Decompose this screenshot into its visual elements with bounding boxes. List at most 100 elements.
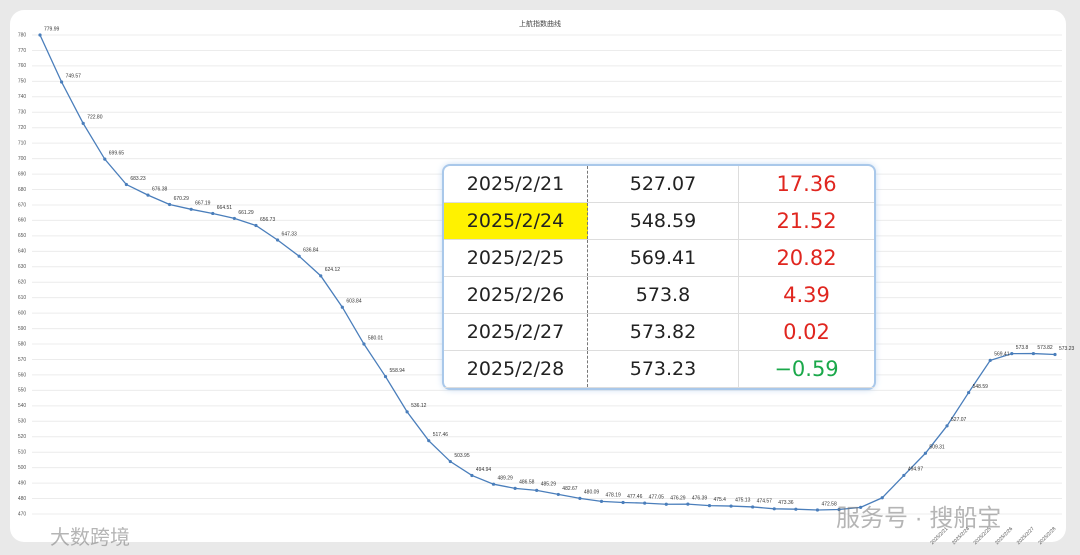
data-point — [988, 358, 992, 362]
watermark: 服务号 · 搜船宝 — [836, 505, 1002, 532]
data-label: 474.57 — [757, 498, 773, 504]
data-point — [751, 505, 755, 509]
data-label: 683.23 — [130, 176, 146, 182]
data-point — [491, 482, 496, 486]
data-label: 527.07 — [951, 417, 967, 423]
data-point — [405, 410, 409, 414]
table-cell: 569.41 — [587, 239, 739, 277]
watermark: 大数跨境 — [50, 527, 130, 549]
table-cell: 573.8 — [587, 276, 739, 314]
data-point — [729, 504, 733, 508]
y-tick-label: 600 — [18, 310, 27, 316]
data-point — [146, 193, 150, 197]
data-point — [535, 488, 539, 492]
data-label: 580.01 — [368, 335, 384, 341]
table-cell: 20.82 — [738, 239, 874, 277]
data-label: 722.80 — [87, 115, 103, 121]
data-point — [643, 501, 647, 505]
data-point — [1010, 352, 1014, 356]
table-row: 2025/2/21 527.07 17.36 — [444, 166, 874, 203]
y-tick-label: 490 — [18, 480, 27, 486]
chart-title: 上航指数曲线 — [519, 19, 561, 28]
data-label: 558.94 — [390, 368, 406, 374]
y-tick-label: 730 — [18, 110, 27, 116]
data-label: 486.58 — [519, 480, 535, 486]
data-point — [470, 473, 474, 478]
y-tick-label: 660 — [18, 218, 27, 224]
table-cell: 2025/2/28 — [444, 350, 588, 388]
y-tick-label: 640 — [18, 249, 27, 255]
data-point — [254, 223, 258, 228]
y-tick-label: 570 — [18, 357, 27, 363]
data-label: 480.09 — [584, 490, 600, 496]
data-point — [902, 473, 906, 478]
data-label: 482.67 — [562, 486, 578, 492]
data-point — [1053, 352, 1057, 357]
data-point — [837, 507, 841, 512]
data-point — [297, 254, 301, 258]
series-line — [39, 34, 1056, 511]
table-cell: 527.07 — [587, 166, 739, 203]
data-label: 473.36 — [778, 500, 794, 506]
table-row: 2025/2/24 548.59 21.52 — [444, 202, 874, 240]
table-cell: −0.59 — [738, 350, 874, 388]
data-label: 656.73 — [260, 217, 276, 223]
data-label: 573.23 — [1059, 346, 1075, 352]
data-point — [1031, 351, 1036, 356]
data-label: 509.31 — [929, 445, 945, 451]
data-label: 477.05 — [649, 494, 665, 500]
data-label: 477.46 — [627, 494, 643, 500]
y-tick-label: 590 — [18, 326, 27, 332]
data-label: 647.33 — [282, 231, 298, 237]
data-label: 699.65 — [109, 150, 125, 156]
data-label: 664.51 — [217, 205, 233, 211]
data-point — [167, 202, 172, 207]
data-point — [124, 182, 128, 187]
data-point — [664, 502, 668, 506]
data-point — [362, 342, 366, 346]
data-label: 503.95 — [454, 453, 470, 459]
data-point — [59, 80, 64, 84]
data-label: 494.97 — [908, 467, 924, 473]
data-label: 517.46 — [433, 432, 449, 438]
data-label: 485.29 — [541, 482, 557, 488]
data-point — [815, 508, 820, 512]
y-tick-label: 670 — [18, 202, 27, 208]
y-tick-label: 610 — [18, 295, 27, 301]
data-label: 676.38 — [152, 186, 168, 192]
table-cell: 17.36 — [738, 166, 874, 203]
y-tick-label: 510 — [18, 450, 27, 456]
y-tick-label: 580 — [18, 341, 27, 347]
table-cell: 573.82 — [587, 313, 739, 351]
data-label: 476.39 — [692, 495, 708, 501]
data-point — [794, 507, 798, 511]
data-point — [448, 459, 452, 464]
y-tick-label: 770 — [18, 48, 27, 54]
data-point — [707, 504, 712, 508]
data-label: 749.57 — [66, 73, 82, 79]
data-point — [621, 500, 625, 505]
data-point — [880, 496, 884, 500]
data-point — [275, 238, 280, 242]
y-tick-label: 720 — [18, 125, 27, 131]
data-label: 624.12 — [325, 267, 341, 273]
data-label: 475.4 — [713, 497, 726, 503]
data-point — [578, 496, 582, 501]
data-label: 489.29 — [498, 476, 514, 482]
y-tick-label: 620 — [18, 280, 27, 286]
data-label: 670.29 — [174, 196, 190, 202]
data-point — [319, 274, 323, 278]
y-tick-label: 650 — [18, 233, 27, 239]
table-cell: 4.39 — [738, 276, 874, 314]
data-point — [211, 211, 215, 216]
data-point — [772, 507, 776, 511]
table-cell: 2025/2/24 — [444, 202, 588, 240]
table-cell: 2025/2/25 — [444, 239, 588, 277]
y-tick-label: 710 — [18, 140, 27, 146]
data-label: 573.8 — [1016, 345, 1029, 351]
data-point — [513, 486, 517, 490]
y-tick-label: 780 — [18, 32, 27, 38]
y-tick-label: 540 — [18, 403, 27, 409]
y-tick-label: 560 — [18, 372, 27, 378]
